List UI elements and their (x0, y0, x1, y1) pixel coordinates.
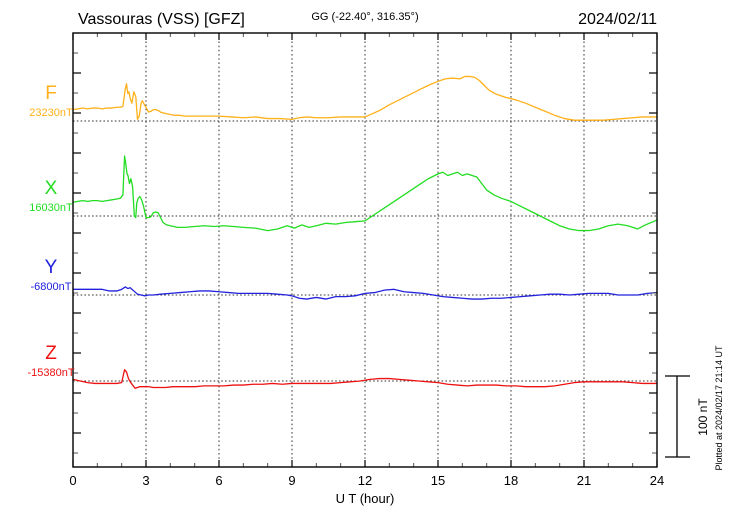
x-tick-label: 3 (142, 473, 149, 488)
component-letter-y: Y (45, 257, 58, 278)
page-title: Vassouras (VSS) [GFZ] (78, 11, 245, 28)
trace-x (72, 155, 658, 232)
x-tick-label: 15 (431, 473, 445, 488)
x-tick-label: 6 (215, 473, 222, 488)
component-letter-x: X (45, 178, 58, 199)
traces-layer (72, 75, 658, 389)
x-tick-labels: 0 3 6 9 12 15 18 21 24 (69, 473, 664, 488)
x-tick-label: 0 (69, 473, 76, 488)
component-baseline-x: 16030nT (29, 202, 73, 214)
plotted-at-label: Plotted at 2024/02/17 21:14 UT (714, 345, 724, 471)
grid-layer (73, 33, 657, 467)
x-tick-label: 9 (288, 473, 295, 488)
component-labels: F 23230nT X 16030nT Y -6800nT Z -15380nT (27, 83, 74, 379)
x-tick-label: 21 (577, 473, 591, 488)
coordinates-label: GG (-22.40°, 316.35°) (311, 11, 418, 23)
x-tick-label: 12 (358, 473, 372, 488)
component-baseline-y: -6800nT (31, 281, 72, 293)
plot-frame (72, 32, 658, 468)
component-baseline-f: 23230nT (29, 107, 73, 119)
component-letter-z: Z (45, 343, 57, 364)
component-letter-f: F (45, 83, 57, 104)
scale-bar-label: 100 nT (696, 398, 710, 436)
date-label: 2024/02/11 (578, 11, 657, 28)
trace-f (72, 75, 658, 121)
trace-y (72, 286, 658, 300)
scale-bar: 100 nT (665, 375, 710, 458)
x-axis-title: U T (hour) (336, 491, 395, 506)
component-baseline-z: -15380nT (27, 367, 74, 379)
x-tick-label: 24 (650, 473, 664, 488)
trace-z (72, 369, 658, 389)
x-tick-label: 18 (504, 473, 518, 488)
